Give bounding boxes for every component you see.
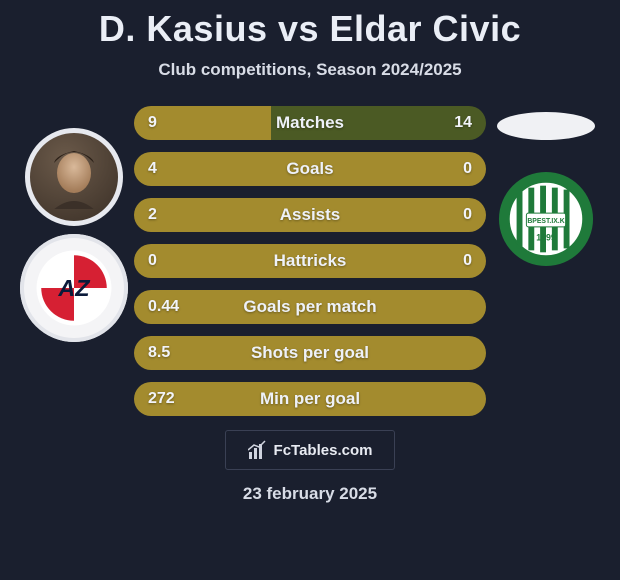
left-player-avatar [25, 128, 123, 226]
right-player-avatar-placeholder [497, 112, 595, 140]
stat-label: Shots per goal [251, 343, 369, 363]
ferencvaros-logo-icon: BPEST.IX.K 1899 [497, 170, 595, 268]
az-logo-icon: AZ [35, 249, 113, 327]
svg-text:AZ: AZ [57, 275, 91, 301]
stat-row: Goals 4 0 [134, 152, 486, 186]
stat-value-right: 0 [463, 160, 472, 178]
right-player-column: BPEST.IX.K 1899 [486, 104, 606, 268]
stat-value-left: 9 [148, 114, 157, 132]
stat-row: Goals per match 0.44 [134, 290, 486, 324]
stat-value-left: 4 [148, 160, 157, 178]
stat-value-left: 0 [148, 252, 157, 270]
stat-label: Matches [276, 113, 344, 133]
left-club-badge: AZ [20, 234, 128, 342]
stat-value-left: 272 [148, 390, 175, 408]
stat-row: Shots per goal 8.5 [134, 336, 486, 370]
comparison-bars: Matches914Goals40Assists20Hattricks00Goa… [134, 104, 486, 416]
stat-value-right: 0 [463, 252, 472, 270]
comparison-title: D. Kasius vs Eldar Civic [0, 0, 620, 50]
stat-value-left: 0.44 [148, 298, 179, 316]
stat-label: Goals per match [243, 297, 376, 317]
person-icon [30, 133, 118, 221]
stat-row: Assists 2 0 [134, 198, 486, 232]
stat-label: Hattricks [274, 251, 347, 271]
stat-value-left: 8.5 [148, 344, 170, 362]
stat-row: Matches 9 14 [134, 106, 486, 140]
svg-text:1899: 1899 [536, 233, 556, 243]
stat-value-right: 0 [463, 206, 472, 224]
comparison-subtitle: Club competitions, Season 2024/2025 [0, 60, 620, 80]
comparison-main: AZ Matches 9 14 Goals 4 0 Assists 2 0 Hattricks 0 0… [0, 104, 620, 416]
chart-icon [248, 440, 268, 460]
footer-logo[interactable]: FcTables.com [225, 430, 395, 470]
stat-value-left: 2 [148, 206, 157, 224]
comparison-date: 23 february 2025 [0, 484, 620, 504]
svg-text:BPEST.IX.K: BPEST.IX.K [527, 218, 564, 225]
left-player-column: AZ [14, 104, 134, 342]
stat-label: Goals [286, 159, 333, 179]
stat-label: Min per goal [260, 389, 360, 409]
right-club-badge: BPEST.IX.K 1899 [497, 170, 595, 268]
stat-row: Hattricks 0 0 [134, 244, 486, 278]
stat-row: Min per goal 272 [134, 382, 486, 416]
stat-label: Assists [280, 205, 340, 225]
footer-logo-text: FcTables.com [274, 442, 373, 459]
stat-value-right: 14 [454, 114, 472, 132]
